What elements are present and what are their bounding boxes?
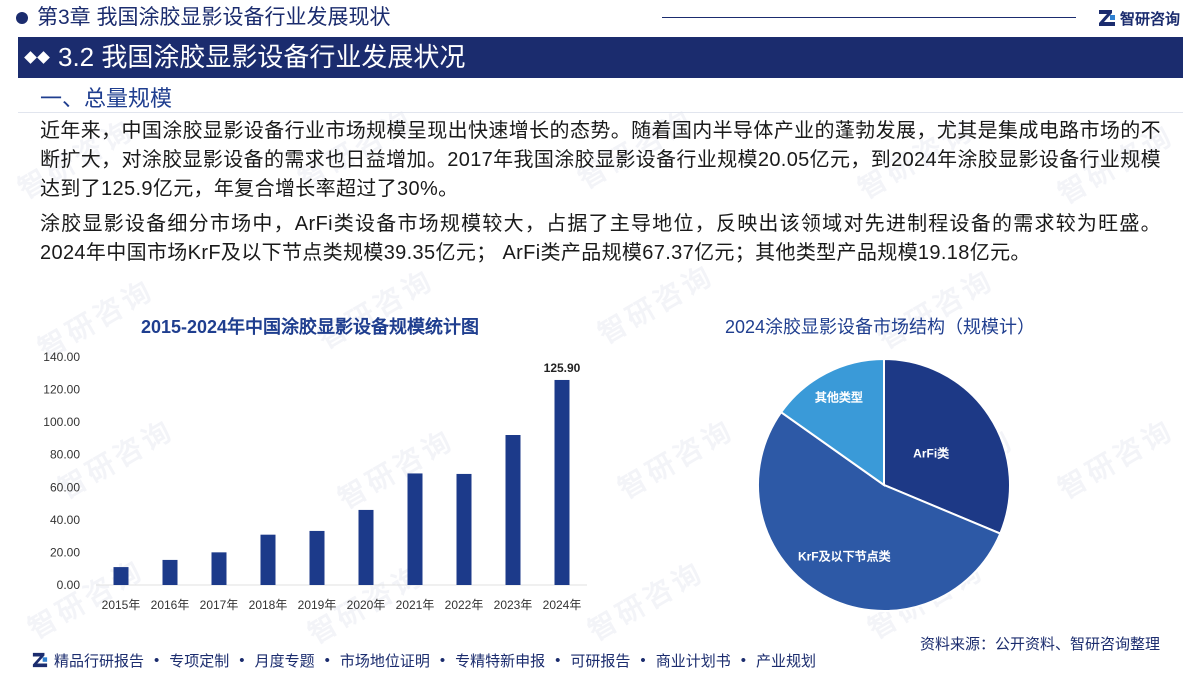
x-tick-label: 2015年: [102, 598, 141, 612]
pie-slice: [779, 357, 885, 487]
data-label: 125.90: [544, 361, 581, 375]
watermark: 智研咨询: [613, 413, 740, 505]
bar-chart: 0.00 20.00 40.00 60.00 80.00 100.00 120.00 140.…: [43, 350, 587, 612]
watermark: 智研咨询: [1053, 413, 1180, 505]
brand-logo-icon: [1099, 10, 1115, 26]
footer-item: 精品行研报告: [54, 652, 145, 670]
footer-separator: •: [740, 651, 746, 669]
footer-item: 专项定制: [169, 652, 230, 670]
source-note: 资料来源：公开资料、智研咨询整理: [919, 636, 1160, 653]
footer-separator: •: [439, 651, 446, 669]
footer-item: 产业规划: [755, 652, 816, 670]
y-tick-label: 60.00: [50, 480, 80, 494]
bar: [309, 530, 325, 585]
watermark: 智研咨询: [873, 263, 1000, 355]
brand-logo-icon: [32, 652, 48, 668]
x-tick-label: 2016年: [151, 598, 190, 612]
bar: [407, 473, 423, 585]
footer-item: 商业计划书: [655, 652, 731, 670]
y-tick-label: 120.00: [43, 383, 80, 397]
watermark: 智研咨询: [313, 263, 440, 355]
section-rule: [18, 112, 1183, 113]
section-banner: 3.2 我国涂胶显影设备行业发展状况: [18, 37, 1183, 78]
y-tick-label: 0.00: [57, 578, 81, 592]
header-rule: [662, 17, 1076, 18]
brand-logo-text: 智研咨询: [1120, 10, 1181, 28]
footer-item: 月度专题: [254, 652, 315, 670]
y-tick-label: 140.00: [43, 350, 80, 364]
y-tick-label: 100.00: [43, 415, 80, 429]
y-tick-label: 80.00: [50, 448, 80, 462]
pie-slice: [883, 357, 1011, 535]
footer-item: 市场地位证明: [339, 652, 430, 670]
bar: [113, 567, 129, 585]
pie-chart-title: 2024涂胶显影设备市场结构（规模计）: [724, 317, 1036, 337]
header-bullet: [16, 12, 28, 24]
x-tick-label: 2024年: [543, 598, 582, 612]
footer-items: 精品行研报告 • 专项定制 • 月度专题 • 市场地位证明 • 专精特新申报 • 可研报告 • 商业计划…: [54, 650, 816, 671]
footer-separator: •: [640, 651, 646, 669]
bar-chart-title: 2015-2024年中国涂胶显影设备规模统计图: [140, 317, 480, 337]
bar: [162, 559, 178, 585]
brand-logo: 智研咨询: [1098, 7, 1180, 29]
x-tick-label: 2023年: [494, 598, 533, 612]
footer-item: 可研报告: [570, 652, 631, 670]
bar: [505, 435, 521, 585]
bar: [456, 473, 472, 585]
footer-separator: •: [154, 651, 160, 669]
pie-slice-label: ArFi类: [913, 446, 950, 461]
footer-separator: •: [324, 651, 330, 669]
x-tick-label: 2020年: [347, 598, 386, 612]
footer-item: 专精特新申报: [455, 652, 546, 670]
footer-nav: 精品行研报告 • 专项定制 • 月度专题 • 市场地位证明 • 专精特新申报 • 可研报告 • 商业计划…: [32, 649, 816, 671]
body-text: 近年来，中国涂胶显影设备行业市场规模呈现出快速增长的态势。随着国内半导体产业的蓬…: [40, 117, 1161, 268]
section-heading: 一、总量规模: [40, 86, 173, 111]
x-tick-label: 2021年: [396, 598, 435, 612]
paragraph-2: 涂胶显影设备细分市场中，ArFi类设备市场规模较大，占据了主导地位，反映出该领域…: [40, 213, 1161, 264]
bar: [211, 552, 227, 585]
pie-slice: [757, 410, 1002, 612]
pie-slice-label: 其他类型: [815, 390, 863, 405]
footer-separator: •: [239, 651, 245, 669]
paragraph-1: 近年来，中国涂胶显影设备行业市场规模呈现出快速增长的态势。随着国内半导体产业的蓬…: [40, 120, 1161, 200]
pie-chart: ArFi类 KrF及以下节点类 其他类型: [757, 357, 1011, 612]
y-tick-label: 20.00: [50, 545, 80, 559]
x-tick-label: 2019年: [298, 598, 337, 612]
y-tick-label: 40.00: [50, 513, 80, 527]
chapter-title: 第3章 我国涂胶显影设备行业发展现状: [37, 6, 391, 29]
double-diamond-icon: [24, 51, 56, 64]
bar: [260, 534, 276, 585]
pie-slice-label: KrF及以下节点类: [798, 549, 892, 564]
x-tick-label: 2017年: [200, 598, 239, 612]
x-tick-label: 2022年: [445, 598, 484, 612]
footer-separator: •: [555, 651, 561, 669]
bar: [358, 509, 374, 585]
bar: [554, 379, 570, 585]
x-tick-label: 2018年: [249, 598, 288, 612]
banner-title: 3.2 我国涂胶显影设备行业发展状况: [58, 42, 466, 72]
